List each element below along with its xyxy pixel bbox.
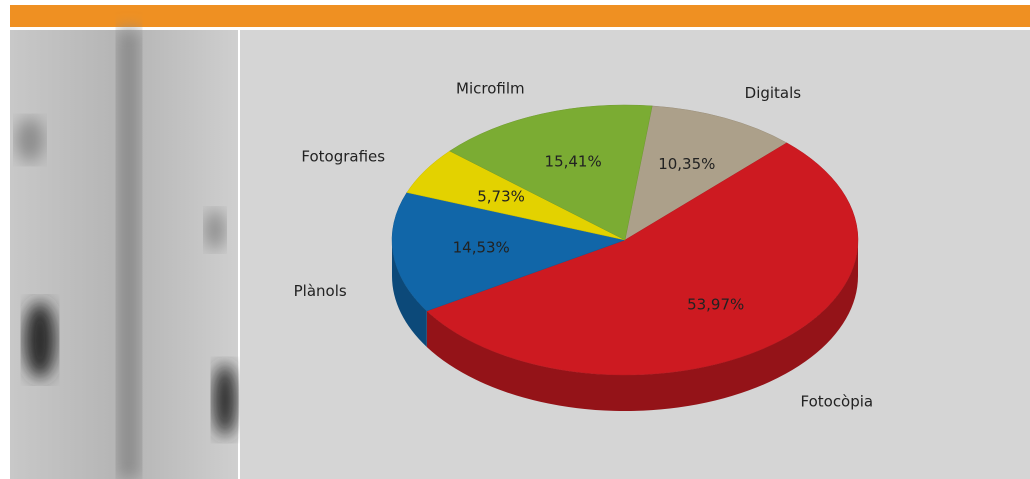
slice-side xyxy=(426,240,858,411)
pie-chart: 10,35% Digitals 53,97% Fotocòpia 14,53% Plàno… xyxy=(294,79,873,411)
value-label: 53,97% xyxy=(687,296,744,314)
slice xyxy=(624,105,788,241)
slice xyxy=(391,192,626,312)
photo xyxy=(10,30,238,479)
header-bar xyxy=(10,5,1030,27)
value-label: 10,35% xyxy=(658,155,715,173)
category-label: Plànols xyxy=(294,282,347,300)
category-label: Fotocòpia xyxy=(800,393,873,411)
slice-side xyxy=(392,240,427,347)
value-label: 5,73% xyxy=(477,188,525,206)
slice xyxy=(426,142,859,376)
category-label: Digitals xyxy=(745,84,802,102)
value-label: 15,41% xyxy=(545,152,602,170)
category-label: Microfilm xyxy=(456,79,525,97)
slice xyxy=(449,104,653,241)
value-label: 14,53% xyxy=(453,239,510,257)
category-label: Fotografies xyxy=(301,147,385,165)
